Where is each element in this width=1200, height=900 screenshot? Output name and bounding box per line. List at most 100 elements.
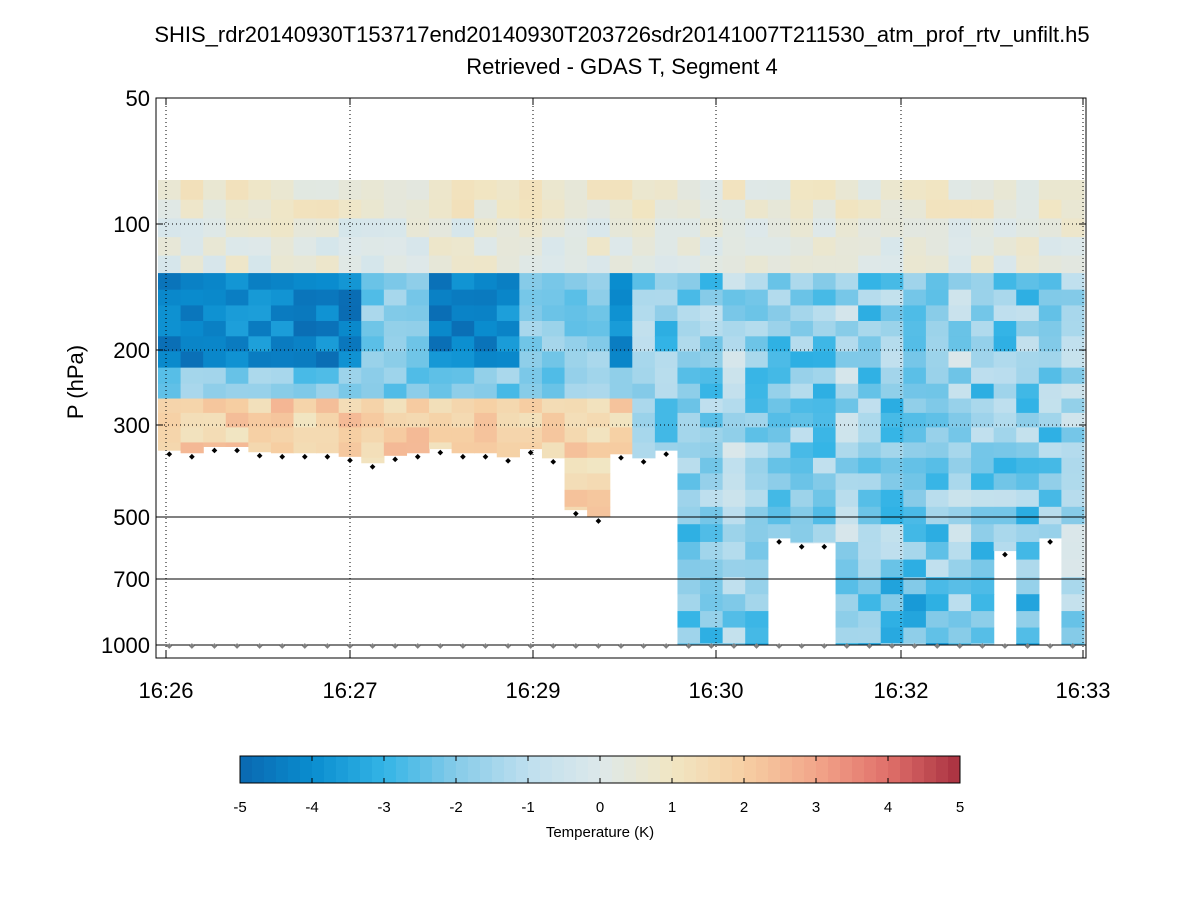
heatmap-cell <box>451 180 475 201</box>
heatmap-cell <box>677 412 701 428</box>
heatmap-cell <box>203 237 227 257</box>
heatmap-cell <box>248 305 272 322</box>
colorbar-swatch <box>732 756 745 783</box>
heatmap-cell <box>248 412 272 428</box>
heatmap-cell <box>835 351 859 369</box>
heatmap-cell <box>971 305 995 322</box>
heatmap-cell <box>406 442 430 454</box>
heatmap-cell <box>858 336 882 352</box>
colorbar-swatch <box>516 756 529 783</box>
heatmap-cell <box>496 383 520 400</box>
heatmap-cell <box>338 255 362 274</box>
heatmap-cell <box>632 237 656 257</box>
heatmap-cell <box>993 541 1017 552</box>
heatmap-cell <box>677 442 701 459</box>
heatmap-cell <box>429 199 453 219</box>
heatmap-cell <box>564 367 588 385</box>
heatmap-cell <box>158 412 182 428</box>
heatmap-cell <box>745 180 769 201</box>
heatmap-cell <box>316 237 340 257</box>
heatmap-cell <box>180 305 204 322</box>
heatmap-cell <box>1038 524 1063 539</box>
colorbar-swatch <box>456 756 469 783</box>
heatmap-cell <box>316 383 340 400</box>
heatmap-cell <box>564 383 588 400</box>
heatmap-cell <box>971 577 995 595</box>
heatmap-cell <box>700 473 724 491</box>
heatmap-cell <box>722 199 746 219</box>
surface-dot <box>934 643 941 649</box>
heatmap-cell <box>158 320 182 337</box>
colorbar-swatch <box>816 756 829 783</box>
heatmap-cell <box>700 594 724 612</box>
heatmap-cell <box>293 442 317 454</box>
x-tick-label: 16:27 <box>322 678 377 703</box>
heatmap-cell <box>1061 559 1085 578</box>
heatmap-cell <box>925 559 950 578</box>
heatmap-cell <box>270 398 295 414</box>
colorbar-swatch <box>696 756 709 783</box>
heatmap-cell <box>564 506 588 511</box>
heatmap-cell <box>541 289 566 306</box>
heatmap-cell <box>203 289 227 306</box>
heatmap-cell <box>903 559 927 578</box>
heatmap-cell <box>564 289 588 306</box>
heatmap-cell <box>203 336 227 352</box>
heatmap-cell <box>203 442 227 447</box>
heatmap-cell <box>541 180 566 201</box>
surface-dot <box>234 643 240 649</box>
heatmap-cell <box>700 237 724 257</box>
heatmap-cell <box>541 320 566 337</box>
heatmap-cell <box>925 180 950 201</box>
heatmap-cell <box>790 506 814 525</box>
heatmap-cell <box>361 289 385 306</box>
heatmap-cell <box>1061 336 1085 352</box>
heatmap-cell <box>541 255 566 274</box>
heatmap-cell <box>270 320 295 337</box>
heatmap-cell <box>654 320 679 337</box>
surface-dot <box>911 643 918 649</box>
heatmap-cell <box>993 180 1017 201</box>
colorbar-swatch <box>396 756 409 783</box>
heatmap-cell <box>361 383 385 400</box>
heatmap-cell <box>745 577 769 595</box>
heatmap-cell <box>745 336 769 352</box>
heatmap-cell <box>429 320 453 337</box>
colorbar-swatch <box>588 756 601 783</box>
heatmap-cell <box>858 442 882 459</box>
heatmap-cell <box>858 559 882 578</box>
heatmap-cell <box>700 627 724 644</box>
heatmap-cell <box>1038 255 1063 274</box>
heatmap-cell <box>677 289 701 306</box>
heatmap-cell <box>609 199 633 219</box>
heatmap-cell <box>925 367 950 385</box>
heatmap-cell <box>564 351 588 369</box>
heatmap-cell <box>496 273 520 291</box>
colorbar-swatch <box>252 756 265 783</box>
heatmap-cell <box>519 336 543 352</box>
heatmap-cell <box>812 273 837 291</box>
heatmap-cell <box>429 412 453 428</box>
heatmap-cell <box>654 218 679 238</box>
heatmap-cell <box>767 289 791 306</box>
heatmap-cell <box>835 199 859 219</box>
surface-dot <box>731 643 737 649</box>
surface-dot <box>324 643 331 649</box>
heatmap-cell <box>903 611 927 629</box>
colorbar-swatch <box>912 756 925 783</box>
heatmap-cell <box>858 180 882 201</box>
heatmap-cell <box>1038 199 1063 219</box>
heatmap-cell <box>225 289 249 306</box>
heatmap-cell <box>722 541 746 561</box>
heatmap-cell <box>880 383 904 400</box>
heatmap-cell <box>993 255 1017 274</box>
heatmap-cell <box>925 398 950 414</box>
colorbar-swatch <box>336 756 349 783</box>
heatmap-cell <box>316 289 340 306</box>
heatmap-cell <box>225 398 249 414</box>
heatmap-cell <box>609 367 633 385</box>
heatmap-cell <box>971 320 995 337</box>
heatmap-cell <box>587 237 611 257</box>
surface-dot <box>369 643 376 649</box>
heatmap-cell <box>474 336 498 352</box>
